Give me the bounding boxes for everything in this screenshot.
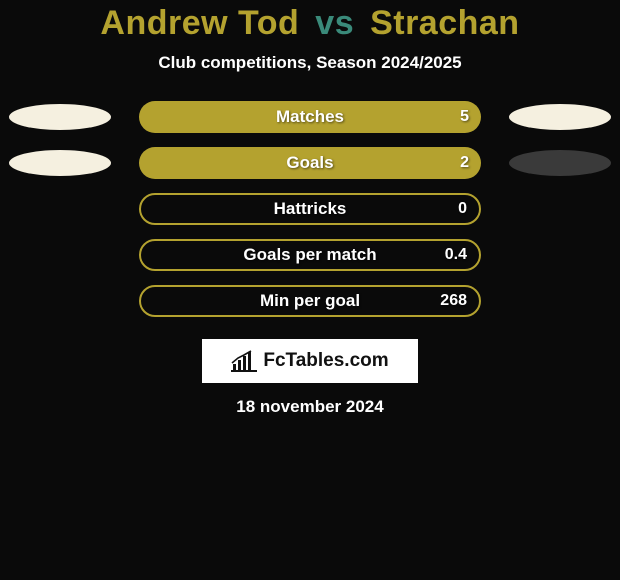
- stat-value: 268: [440, 292, 467, 310]
- player1-indicator: [9, 104, 111, 130]
- indicator-placeholder: [509, 242, 611, 268]
- stat-bar: Min per goal 268: [139, 285, 481, 317]
- stat-value: 0.4: [445, 246, 467, 264]
- source-logo-box: FcTables.com: [202, 339, 418, 383]
- title-vs: vs: [315, 4, 354, 42]
- stat-row: Goals 2: [0, 147, 620, 179]
- indicator-placeholder: [9, 242, 111, 268]
- indicator-placeholder: [509, 196, 611, 222]
- stat-bar: Matches 5: [139, 101, 481, 133]
- stat-value: 0: [458, 200, 467, 218]
- source-logo-text: FcTables.com: [263, 350, 388, 372]
- player2-indicator: [509, 104, 611, 130]
- stat-label: Min per goal: [260, 291, 360, 311]
- chart-icon: [231, 350, 257, 372]
- subtitle: Club competitions, Season 2024/2025: [0, 53, 620, 73]
- stat-bar: Goals 2: [139, 147, 481, 179]
- stat-bar: Hattricks 0: [139, 193, 481, 225]
- stat-label: Hattricks: [274, 199, 347, 219]
- indicator-placeholder: [9, 196, 111, 222]
- player1-indicator: [9, 150, 111, 176]
- stat-row: Matches 5: [0, 101, 620, 133]
- indicator-placeholder: [509, 288, 611, 314]
- stat-row: Goals per match 0.4: [0, 239, 620, 271]
- indicator-placeholder: [9, 288, 111, 314]
- stat-row: Min per goal 268: [0, 285, 620, 317]
- stat-value: 5: [460, 108, 469, 126]
- stat-row: Hattricks 0: [0, 193, 620, 225]
- player2-indicator: [509, 150, 611, 176]
- snapshot-date: 18 november 2024: [0, 397, 620, 417]
- player1-name: Andrew Tod: [100, 4, 299, 42]
- stat-label: Goals per match: [243, 245, 376, 265]
- comparison-title: Andrew Tod vs Strachan: [0, 4, 620, 43]
- stat-bar: Goals per match 0.4: [139, 239, 481, 271]
- stats-list: Matches 5 Goals 2 Hattricks 0 Goals per match 0…: [0, 101, 620, 317]
- player2-name: Strachan: [370, 4, 520, 42]
- stat-label: Matches: [276, 107, 344, 127]
- stat-label: Goals: [286, 153, 333, 173]
- comparison-card: Andrew Tod vs Strachan Club competitions…: [0, 0, 620, 417]
- stat-value: 2: [460, 154, 469, 172]
